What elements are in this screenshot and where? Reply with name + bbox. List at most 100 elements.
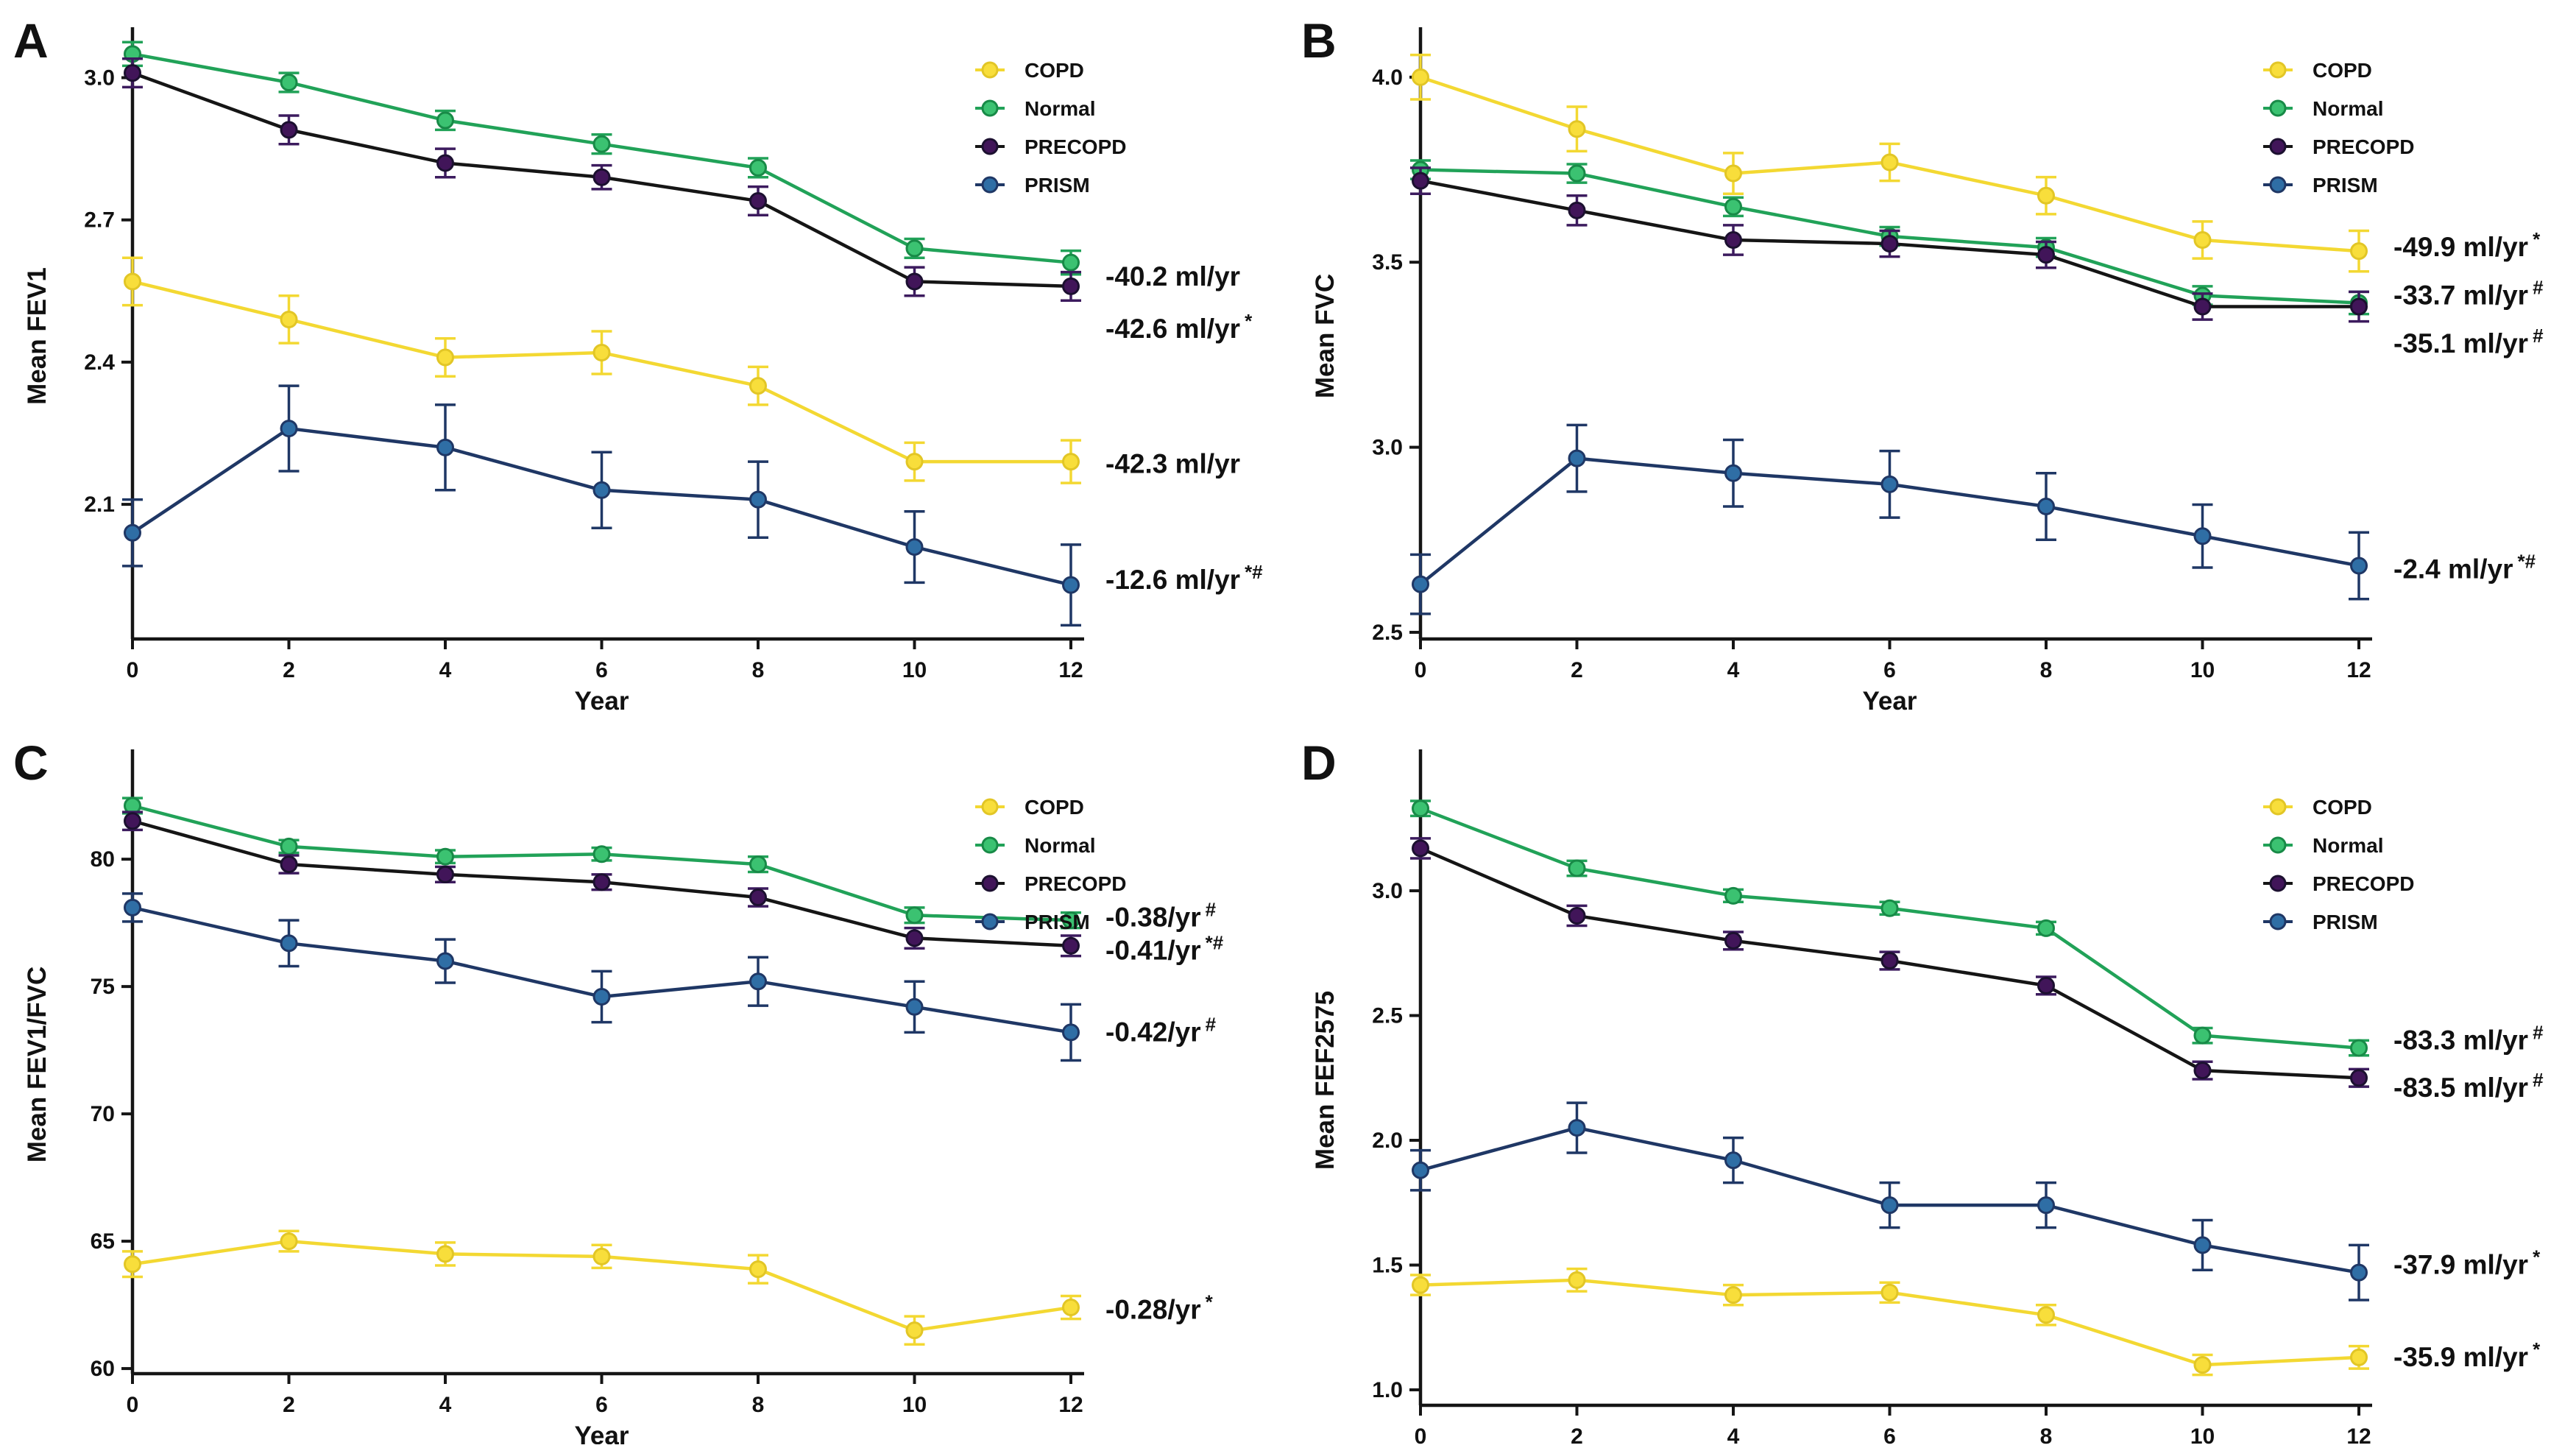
data-point-precopd [1412,839,1429,858]
x-tick-label: 4 [439,1393,452,1417]
data-point-copd [2193,231,2212,250]
slope-annotation-normal: -83.3 ml/yr # [2393,1021,2544,1055]
data-point-precopd [2037,246,2055,264]
series-prism [122,384,1081,627]
legend-marker-copd-icon [981,798,999,816]
series-normal [1410,799,2369,1057]
series-prism [1410,423,2369,615]
series-normal [122,797,1081,930]
legend-item-normal: Normal [2263,97,2383,120]
legend-marker-precopd-icon [2269,138,2287,155]
x-tick-label: 2 [1571,658,1583,682]
data-point-precopd [2193,297,2212,316]
y-tick-label: 3.0 [84,66,115,91]
data-point-normal [436,847,454,866]
data-point-copd [1062,1299,1080,1317]
data-point-copd [2350,242,2368,261]
legend-marker-normal-icon [2269,99,2287,117]
data-point-prism [2037,1196,2055,1215]
data-point-prism [1724,1151,1742,1170]
chart-panel-B: B 2.5 3.0 3.5 4.0 0 2 4 6 8 10 12 Year Mean FVC COPD No… [1288,0,2576,722]
legend-label: COPD [1025,796,1084,819]
legend-item-precopd: PRECOPD [975,872,1126,895]
data-point-normal [1724,197,1742,216]
data-point-precopd [124,64,141,82]
y-tick-label: 2.0 [1372,1129,1403,1153]
slope-annotation-superscript: # [1206,899,1217,921]
legend: COPD Normal PRECOPD PRISM [975,59,1126,197]
data-point-prism [749,972,767,991]
chart-panel-C: C 60 65 70 75 80 0 2 4 6 8 10 12 Year Mean FEV1/FVC COP… [0,722,1288,1448]
panel-b: B 2.5 3.0 3.5 4.0 0 2 4 6 8 10 12 Year Mean FVC COPD No… [1288,0,2576,722]
legend-item-copd: COPD [2263,796,2372,819]
legend-label: PRECOPD [2313,135,2414,158]
x-tick-label: 0 [1415,658,1427,682]
legend-item-precopd: PRECOPD [2263,872,2414,895]
legend-marker-precopd-icon [2269,875,2287,892]
x-tick-label: 10 [902,1393,927,1417]
x-tick-label: 0 [127,658,139,682]
data-point-copd [436,348,454,367]
y-axis-title: Mean FEF2575 [1311,991,1340,1170]
slope-annotation-prism: -12.6 ml/yr *# [1105,561,1263,595]
data-point-copd [280,1232,298,1251]
slope-annotation-superscript: * [2533,1338,2541,1360]
data-point-prism [2350,1263,2368,1282]
y-tick-label: 4.0 [1372,66,1403,90]
data-point-precopd [436,154,454,172]
slope-annotation-precopd: -42.6 ml/yr * [1105,310,1253,344]
data-point-normal [1412,799,1429,818]
series-copd [1410,1267,2369,1377]
series-normal [122,40,1081,276]
data-point-prism [124,898,141,917]
data-point-normal [280,837,298,855]
series-copd [1410,53,2369,273]
legend-marker-precopd-icon [981,875,999,892]
data-point-precopd [1880,235,1899,253]
data-point-normal [280,73,298,91]
data-point-prism [1412,575,1429,593]
legend-label: PRECOPD [1025,872,1126,895]
y-tick-label: 2.5 [1372,621,1403,645]
legend-item-prism: PRISM [975,911,1090,933]
data-point-copd [749,1260,767,1279]
data-point-prism [2037,498,2055,516]
legend-label: COPD [2313,796,2372,819]
data-point-precopd [592,873,611,891]
x-tick-label: 6 [1883,1424,1896,1444]
data-point-copd [124,272,141,291]
data-point-copd [1412,1276,1429,1294]
slope-annotation-prism: -0.42/yr # [1105,1013,1217,1047]
data-point-precopd [1062,277,1080,295]
data-point-precopd [2037,976,2055,995]
series-prism [122,892,1081,1062]
legend-marker-prism-icon [2269,176,2287,194]
y-tick-label: 60 [91,1357,115,1381]
slope-annotation-superscript: # [2533,1021,2544,1043]
data-point-normal [2037,919,2055,937]
data-point-precopd [1880,951,1899,970]
data-point-prism [1062,576,1080,594]
slope-annotation-superscript: * [2533,1246,2541,1268]
data-point-precopd [2350,297,2368,316]
slope-annotation-superscript: # [2533,1069,2544,1091]
x-tick-label: 0 [1415,1424,1427,1444]
data-point-precopd [749,191,767,210]
data-point-precopd [1062,936,1080,955]
data-point-normal [592,135,611,153]
x-tick-label: 0 [127,1393,139,1417]
slope-annotation-normal: -0.38/yr # [1105,899,1217,933]
legend-item-precopd: PRECOPD [2263,135,2414,158]
data-point-prism [905,997,924,1016]
data-point-prism [1880,475,1899,493]
data-point-prism [1880,1196,1899,1215]
legend-marker-normal-icon [981,836,999,854]
data-point-copd [1880,1283,1899,1302]
x-tick-label: 2 [283,658,295,682]
legend-item-normal: Normal [975,97,1095,120]
slope-annotation-copd: -49.9 ml/yr * [2393,228,2541,262]
legend-label: Normal [1025,834,1095,857]
slope-annotation-superscript: # [2533,325,2544,347]
x-tick-label: 6 [1883,658,1896,682]
x-axis-title: Year [1863,687,1917,716]
